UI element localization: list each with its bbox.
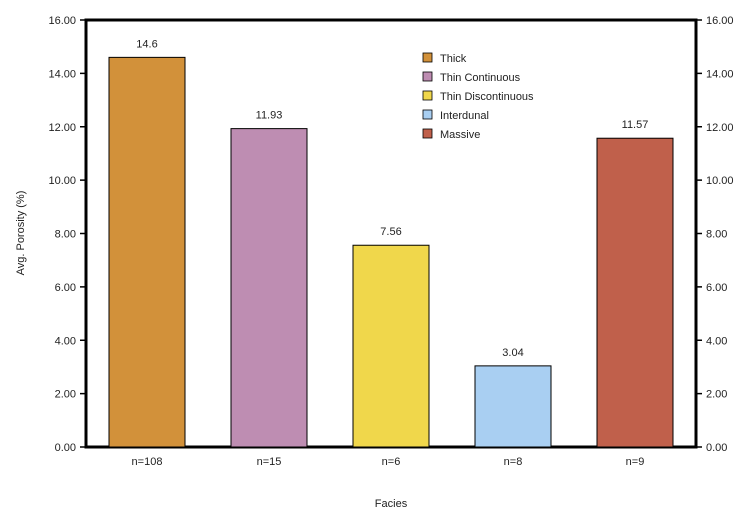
- bar-thin-discontinuous: [352, 244, 430, 448]
- legend-swatch-massive: [422, 128, 433, 139]
- legend-label-thin-discontinuous: Thin Discontinuous: [440, 91, 534, 103]
- right-y-tick-label: 6.00: [706, 282, 727, 294]
- x-axis-title: Facies: [375, 498, 408, 510]
- left-y-tick-label: 4.00: [55, 335, 76, 347]
- x-category-label: n=8: [504, 456, 523, 468]
- data-label-massive: 11.57: [622, 119, 649, 131]
- data-label-thin-discontinuous: 7.56: [380, 226, 401, 238]
- right-y-axis: 0.00 2.00 4.00 6.00 8.00 10.00 12.00 14.00 16.00: [696, 15, 734, 454]
- data-label-thin-continuous: 11.93: [256, 110, 283, 122]
- left-y-tick-label: 2.00: [55, 389, 76, 401]
- right-y-tick-label: 14.00: [706, 68, 734, 80]
- bar-thick: [108, 56, 186, 448]
- x-category-label: n=15: [257, 456, 282, 468]
- right-y-tick-label: 2.00: [706, 389, 727, 401]
- legend-label-interdunal: Interdunal: [440, 110, 489, 122]
- y-axis-title: Avg. Porosity (%): [15, 191, 27, 276]
- left-y-tick-label: 10.00: [48, 175, 76, 187]
- right-y-tick-label: 4.00: [706, 335, 727, 347]
- legend-label-thin-continuous: Thin Continuous: [440, 72, 521, 84]
- right-y-tick-label: 12.00: [706, 122, 734, 134]
- bar-interdunal: [474, 365, 552, 448]
- legend-swatch-thin-discontinuous: [422, 90, 433, 101]
- x-axis-categories: n=108 n=15 n=6 n=8 n=9: [132, 456, 645, 468]
- right-y-tick-label: 10.00: [706, 175, 734, 187]
- data-label-interdunal: 3.04: [502, 347, 523, 359]
- bar-thin-continuous: [230, 128, 308, 448]
- left-y-tick-label: 16.00: [48, 15, 76, 27]
- x-category-label: n=108: [132, 456, 163, 468]
- bar-massive: [596, 137, 674, 448]
- legend-swatch-interdunal: [422, 109, 433, 120]
- left-y-tick-label: 0.00: [55, 442, 76, 454]
- bars-group: 14.6 11.93 7.56 3.04 11.57: [108, 38, 674, 448]
- left-y-tick-label: 12.00: [48, 122, 76, 134]
- left-y-tick-label: 6.00: [55, 282, 76, 294]
- legend-label-thick: Thick: [440, 53, 467, 65]
- left-y-axis: 0.00 2.00 4.00 6.00 8.00 10.00 12.00 14.00 16.00: [48, 15, 86, 454]
- left-y-tick-label: 8.00: [55, 229, 76, 241]
- legend: Thick Thin Continuous Thin Discontinuous In…: [422, 52, 534, 141]
- right-y-tick-label: 8.00: [706, 229, 727, 241]
- right-y-tick-label: 16.00: [706, 15, 734, 27]
- data-label-thick: 14.6: [136, 38, 157, 50]
- legend-swatch-thick: [422, 52, 433, 63]
- legend-label-massive: Massive: [440, 129, 480, 141]
- right-y-tick-label: 0.00: [706, 442, 727, 454]
- x-category-label: n=9: [626, 456, 645, 468]
- left-y-tick-label: 14.00: [48, 68, 76, 80]
- x-category-label: n=6: [382, 456, 401, 468]
- legend-swatch-thin-continuous: [422, 71, 433, 82]
